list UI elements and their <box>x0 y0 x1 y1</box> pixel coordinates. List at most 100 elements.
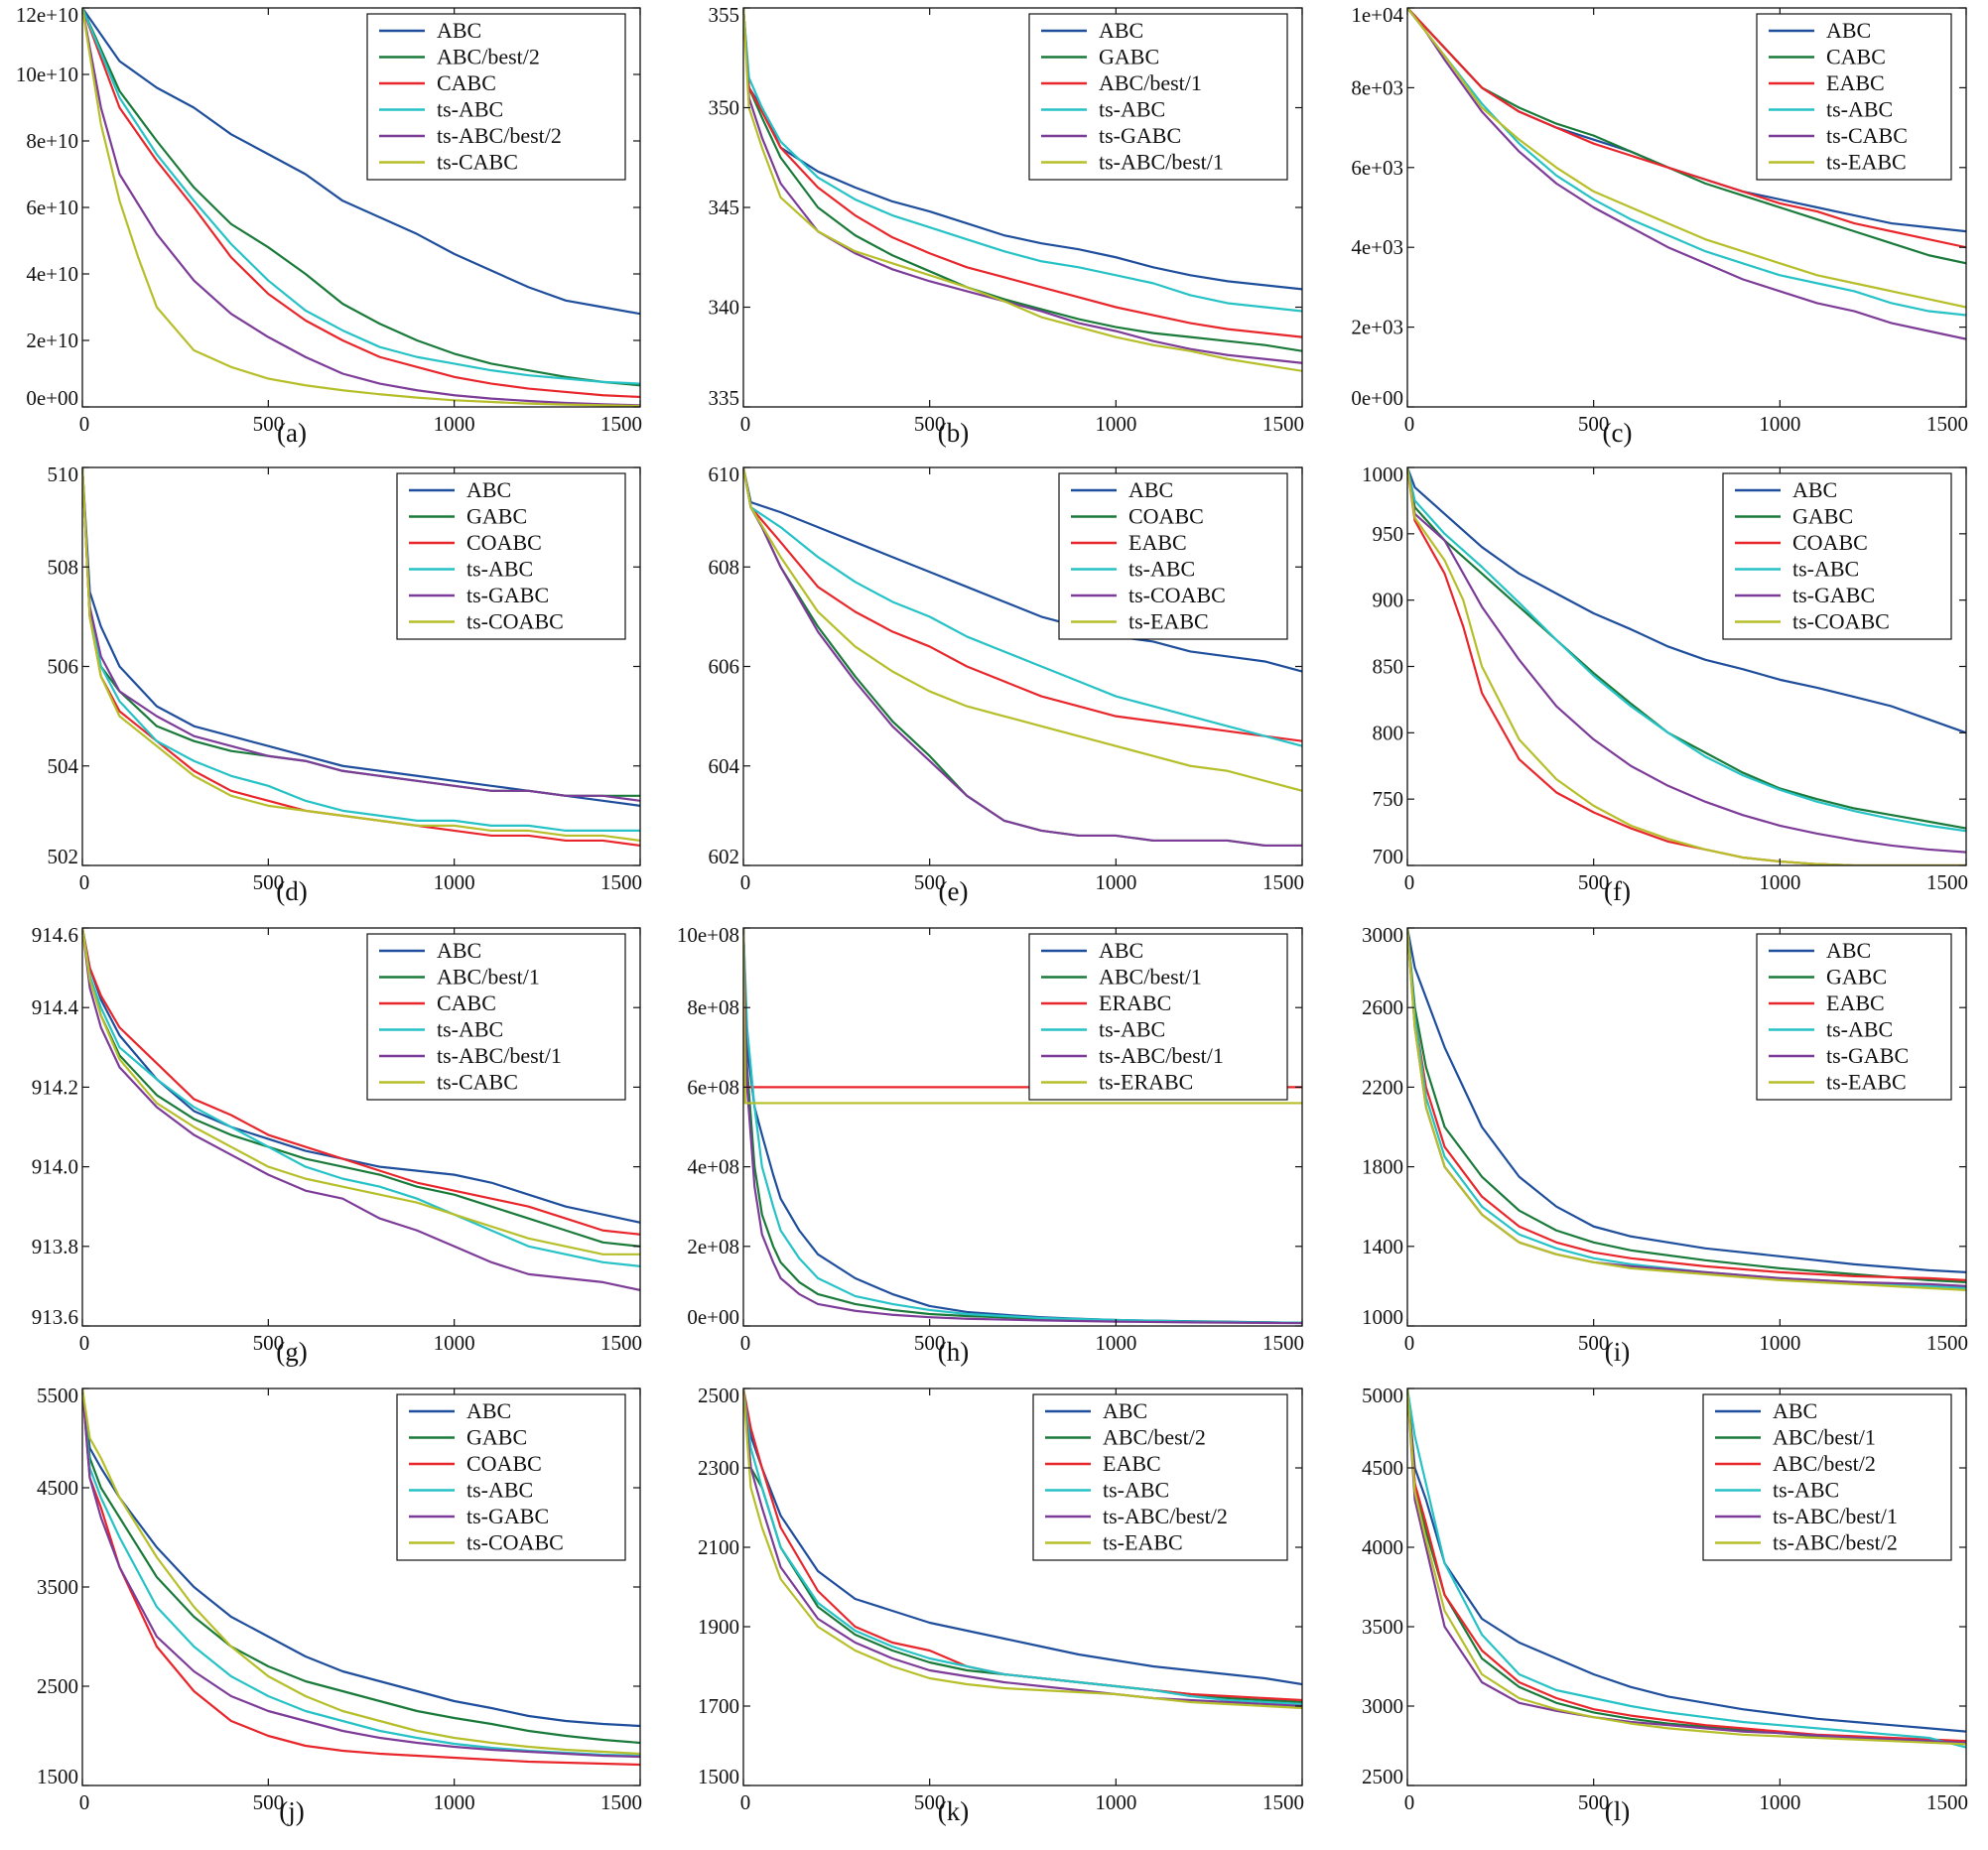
legend-entry: ABC/best/1 <box>1099 965 1202 990</box>
x-tick-label: 500 <box>1578 412 1610 436</box>
y-tick-label: 2e+08 <box>687 1235 739 1258</box>
series-line-abc <box>82 8 640 316</box>
x-tick-label: 1500 <box>1926 412 1968 436</box>
y-tick-label: 608 <box>709 555 740 579</box>
chart-svg: 0 500 1000 1500 1500 1700 1900 2100 2300 2500 (k) A… <box>698 1384 1304 1826</box>
y-tick-label: 508 <box>48 555 79 579</box>
legend-entry: GABC <box>1826 965 1887 990</box>
x-tick-label: 0 <box>79 1790 90 1814</box>
x-tick-label: 1500 <box>1926 1331 1968 1355</box>
chart-panel-i: 0 500 1000 1500 1000 1400 1800 2200 2600 3000 (i) A… <box>1328 923 1986 1386</box>
legend-entry: ts-ABC <box>1826 97 1893 122</box>
y-tick-label: 8e+10 <box>26 129 78 153</box>
chart-svg: 0 500 1000 1500 335 340 345 350 355 (b) ABCGABCABC… <box>709 3 1305 448</box>
chart-panel-f: 0 500 1000 1500 700 750 800 850 900 950 1000 (f) ABC… <box>1328 462 1986 925</box>
y-tick-label: 4500 <box>37 1476 78 1500</box>
y-tick-label: 914.0 <box>32 1155 78 1179</box>
y-tick-label: 355 <box>709 3 740 27</box>
x-tick-label: 0 <box>79 412 90 436</box>
x-tick-label: 1000 <box>1759 1790 1800 1814</box>
legend-entry: ABC <box>1773 1398 1817 1423</box>
y-tick-label: 3500 <box>37 1575 78 1599</box>
y-tick-label: 2200 <box>1362 1075 1403 1099</box>
y-tick-label: 913.6 <box>32 1305 78 1329</box>
y-tick-label: 602 <box>709 845 740 868</box>
legend: ABCABC/best/1ABC/best/2ts-ABCts-ABC/best… <box>1702 1393 1952 1561</box>
legend-entry: ts-ABC <box>1128 557 1195 582</box>
legend-entry: ts-ABC <box>437 1017 503 1042</box>
series-line-abc-best-2 <box>82 8 640 387</box>
x-tick-label: 1500 <box>1262 1790 1304 1814</box>
panel-label: (f) <box>1604 876 1631 906</box>
legend: ABCABC/best/1CABCts-ABCts-ABC/best/1ts-C… <box>366 933 626 1101</box>
legend-entry: COABC <box>466 530 542 555</box>
x-tick-label: 1000 <box>1095 1331 1136 1355</box>
panel-label: (g) <box>276 1337 307 1367</box>
chart-panel-j: 0 500 1000 1500 1500 2500 3500 4500 5500 (j) ABC GA… <box>3 1384 660 1845</box>
series-line-ts-cabc <box>1407 8 1966 340</box>
y-tick-label: 6e+03 <box>1351 156 1403 180</box>
panel-label: (j) <box>279 1796 304 1826</box>
legend-entry: EABC <box>1103 1451 1161 1476</box>
chart-panel-a: 0 500 1000 1500 0e+00 2e+10 4e+10 6e+10 8e+10 10e… <box>3 3 660 466</box>
legend-entry: ts-ABC <box>1103 1478 1169 1503</box>
series-line-ts-abc <box>82 928 640 1267</box>
legend-entry: CABC <box>437 991 496 1015</box>
y-tick-label: 0e+00 <box>1351 386 1403 410</box>
legend-entry: ts-EABC <box>1826 1070 1907 1095</box>
legend-entry: GABC <box>466 504 527 529</box>
panel-label: (c) <box>1603 418 1633 448</box>
legend-entry: ts-ABC/best/1 <box>1773 1504 1898 1528</box>
y-tick-label: 1e+04 <box>1351 3 1403 27</box>
series-line-eabc <box>1407 8 1966 249</box>
series-line-ts-abc <box>82 8 640 385</box>
y-tick-label: 1900 <box>698 1615 739 1639</box>
panel-label: (b) <box>938 418 969 448</box>
x-tick-label: 1000 <box>1095 412 1136 436</box>
legend-entry: GABC <box>466 1425 527 1450</box>
y-tick-label: 4500 <box>1362 1456 1403 1480</box>
legend-entry: ts-COABC <box>466 1530 564 1555</box>
legend-entry: ABC/best/1 <box>437 965 540 990</box>
series-line-ts-gabc <box>743 8 1302 364</box>
series-line-ts-abc <box>743 467 1302 747</box>
legend-entry: ts-COABC <box>466 609 564 634</box>
y-tick-label: 2600 <box>1362 995 1403 1019</box>
legend-entry: ts-ABC <box>437 97 503 122</box>
legend-entry: ABC <box>1128 477 1173 502</box>
x-tick-label: 500 <box>253 870 284 894</box>
legend-entry: ts-CABC <box>437 150 518 175</box>
y-tick-label: 12e+10 <box>16 3 78 27</box>
legend-entry: ERABC <box>1099 991 1171 1015</box>
legend-entry: EABC <box>1128 530 1187 555</box>
x-tick-label: 500 <box>914 1331 946 1355</box>
legend-entry: ts-COABC <box>1128 583 1226 607</box>
x-tick-label: 1500 <box>1262 870 1304 894</box>
legend-entry: ABC/best/1 <box>1099 70 1202 95</box>
legend-entry: ABC <box>1826 18 1871 43</box>
y-tick-label: 504 <box>48 754 79 778</box>
series-line-ts-eabc <box>743 467 1302 792</box>
plot-frame <box>81 927 641 1327</box>
y-tick-label: 8e+03 <box>1351 75 1403 99</box>
panel-label: (i) <box>1605 1337 1630 1367</box>
series-line-ts-abc <box>1407 8 1966 317</box>
x-tick-label: 1500 <box>600 412 642 436</box>
chart-panel-e: 0 500 1000 1500 602 604 606 608 610 (e) ABC COABC EA… <box>664 462 1322 925</box>
legend-entry: ts-GABC <box>466 583 549 607</box>
series-line-abc-best-1 <box>82 928 640 1248</box>
series-line-ts-coabc <box>82 467 640 843</box>
series-line-gabc <box>1407 928 1966 1283</box>
series-line-eabc <box>1407 928 1966 1281</box>
legend-entry: ABC/best/2 <box>1103 1425 1206 1450</box>
legend-entry: GABC <box>1099 45 1159 69</box>
y-tick-label: 914.4 <box>32 995 79 1019</box>
legend-entry: COABC <box>1128 504 1204 529</box>
y-tick-label: 3500 <box>1362 1615 1403 1639</box>
series-line-ts-abc <box>743 1388 1302 1706</box>
chart-svg: 0 500 1000 1500 0e+00 2e+10 4e+10 6e+10 8e+10 10e… <box>16 3 642 448</box>
series-line-ts-abc <box>1407 1388 1966 1749</box>
y-tick-label: 2100 <box>698 1535 739 1559</box>
